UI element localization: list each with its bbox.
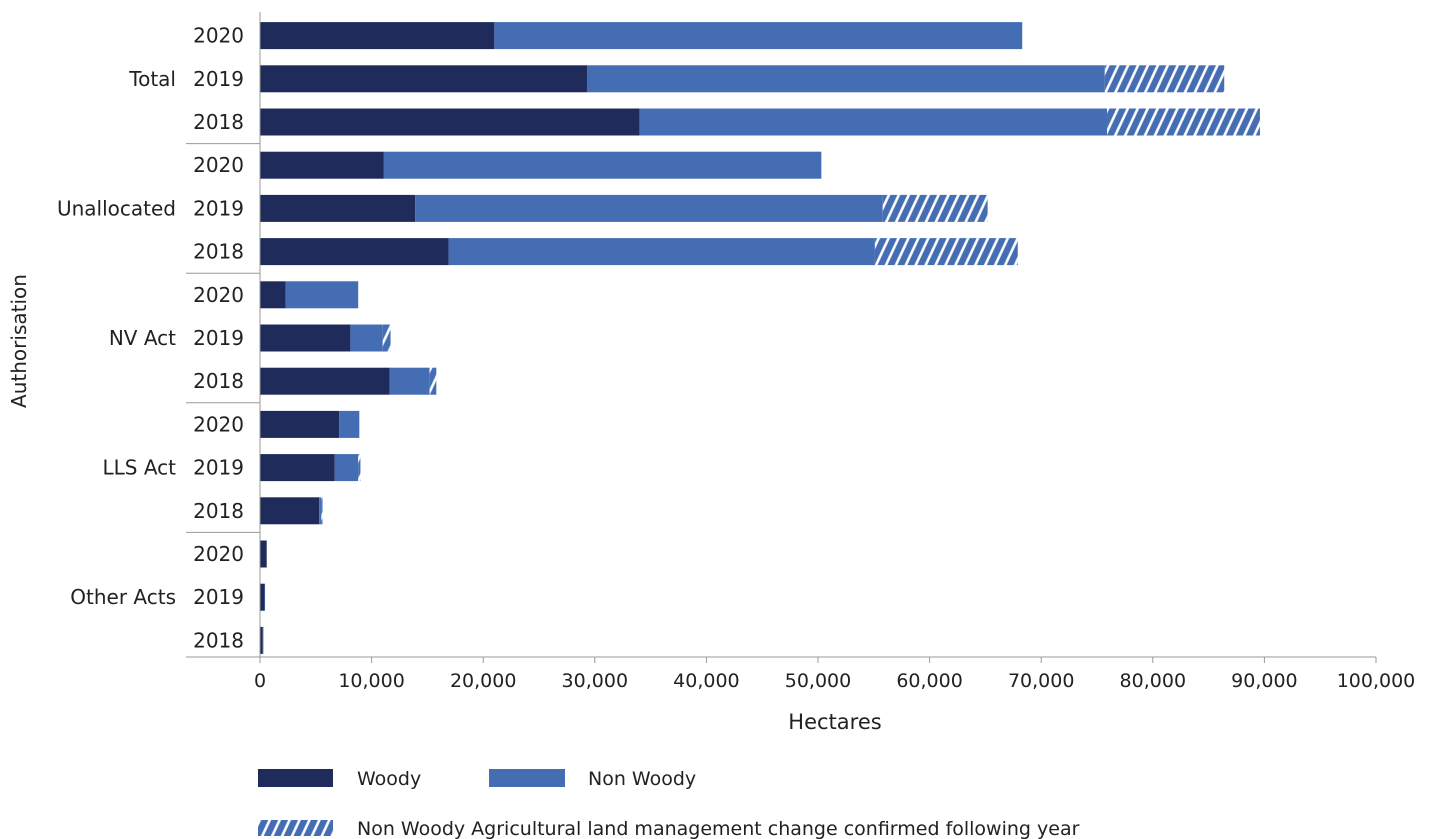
year-label-nv-act-2019: 2019	[193, 326, 244, 350]
year-label-unallocated-2019: 2019	[193, 196, 244, 220]
bar-nv-act-2019-confirmed-following-year	[382, 324, 391, 352]
bar-unallocated-2019-confirmed-following-year	[882, 194, 988, 222]
bar-unallocated-2018-confirmed-following-year	[874, 238, 1018, 266]
x-tick-label-2: 20,000	[450, 670, 516, 692]
x-tick-label-8: 80,000	[1120, 670, 1186, 692]
bar-unallocated-2018-non-woody	[448, 238, 875, 266]
bar-lls-act-2020-non-woody	[339, 410, 360, 438]
bar-other-acts-2019-woody	[260, 583, 265, 611]
bar-other-acts-2018-woody	[260, 626, 263, 654]
bar-total-2018-confirmed-following-year	[1107, 108, 1260, 136]
bar-total-2018-non-woody	[639, 108, 1108, 136]
bar-nv-act-2019-woody	[260, 324, 351, 352]
bar-other-acts-2019-non-woody	[264, 583, 266, 611]
bar-other-acts-2020-woody	[260, 540, 267, 568]
legend-label-non-woody: Non Woody	[588, 768, 696, 790]
year-label-total-2020: 2020	[193, 24, 244, 48]
bar-lls-act-2019-woody	[260, 454, 335, 482]
bar-unallocated-2020-woody	[260, 151, 384, 179]
legend-swatch-woody	[258, 769, 333, 787]
group-label-lls-act: LLS Act	[102, 456, 176, 480]
bars-layer	[260, 22, 1260, 654]
year-label-other-acts-2020: 2020	[193, 542, 244, 566]
bar-unallocated-2019-woody	[260, 194, 416, 222]
bar-total-2020-woody	[260, 22, 495, 50]
bar-total-2018-woody	[260, 108, 640, 136]
x-tick-label-9: 90,000	[1231, 670, 1297, 692]
year-label-nv-act-2018: 2018	[193, 369, 244, 393]
axes-layer: 2020 2019 2018 Total 2020 2019 2018 Unallocated…	[57, 12, 1415, 692]
y-axis-title: Authorisation	[7, 274, 31, 408]
year-label-lls-act-2020: 2020	[193, 412, 244, 436]
year-label-lls-act-2019: 2019	[193, 456, 244, 480]
bar-lls-act-2018-woody	[260, 497, 320, 525]
x-tick-label-7: 70,000	[1008, 670, 1074, 692]
bar-lls-act-2019-confirmed-following-year	[358, 454, 361, 482]
x-axis-title: Hectares	[788, 710, 881, 734]
x-tick-label-0: 0	[254, 670, 266, 692]
x-tick-label-3: 30,000	[562, 670, 628, 692]
group-label-other-acts: Other Acts	[70, 585, 176, 609]
bar-nv-act-2018-non-woody	[389, 367, 430, 395]
year-label-total-2018: 2018	[193, 110, 244, 134]
bar-total-2019-non-woody	[586, 65, 1105, 93]
year-label-unallocated-2020: 2020	[193, 153, 244, 177]
year-label-nv-act-2020: 2020	[193, 283, 244, 307]
bar-unallocated-2020-non-woody	[383, 151, 822, 179]
group-label-nv-act: NV Act	[109, 326, 176, 350]
bar-lls-act-2019-non-woody	[334, 454, 359, 482]
bar-unallocated-2019-non-woody	[415, 194, 883, 222]
legend: Woody Non Woody Non Woody Agricultural l…	[258, 768, 1080, 839]
x-tick-label-6: 60,000	[896, 670, 962, 692]
bar-total-2019-confirmed-following-year	[1104, 65, 1225, 93]
x-tick-label-1: 10,000	[338, 670, 404, 692]
bar-other-acts-2018-non-woody	[262, 626, 264, 654]
bar-nv-act-2018-woody	[260, 367, 390, 395]
legend-swatch-confirmed-following-year	[258, 820, 333, 836]
bar-unallocated-2018-woody	[260, 238, 449, 266]
bar-nv-act-2019-non-woody	[350, 324, 383, 352]
year-label-unallocated-2018: 2018	[193, 240, 244, 264]
bar-lls-act-2018-confirmed-following-year	[321, 497, 323, 525]
bar-lls-act-2018-non-woody	[319, 497, 322, 525]
year-label-total-2019: 2019	[193, 67, 244, 91]
year-label-other-acts-2018: 2018	[193, 628, 244, 652]
x-tick-label-4: 40,000	[673, 670, 739, 692]
year-label-other-acts-2019: 2019	[193, 585, 244, 609]
bar-nv-act-2018-confirmed-following-year	[429, 367, 437, 395]
x-tick-label-10: 100,000	[1337, 670, 1416, 692]
group-label-total: Total	[128, 67, 176, 91]
bar-lls-act-2020-woody	[260, 410, 340, 438]
bar-nv-act-2020-non-woody	[285, 281, 359, 309]
year-label-lls-act-2018: 2018	[193, 499, 244, 523]
x-tick-label-5: 50,000	[785, 670, 851, 692]
legend-swatch-non-woody	[489, 769, 565, 787]
legend-label-woody: Woody	[357, 768, 421, 790]
bar-total-2019-woody	[260, 65, 587, 93]
legend-label-confirmed-following-year: Non Woody Agricultural land management c…	[357, 818, 1080, 839]
bar-total-2020-non-woody	[494, 22, 1023, 50]
bar-nv-act-2020-woody	[260, 281, 286, 309]
group-label-unallocated: Unallocated	[57, 196, 176, 220]
